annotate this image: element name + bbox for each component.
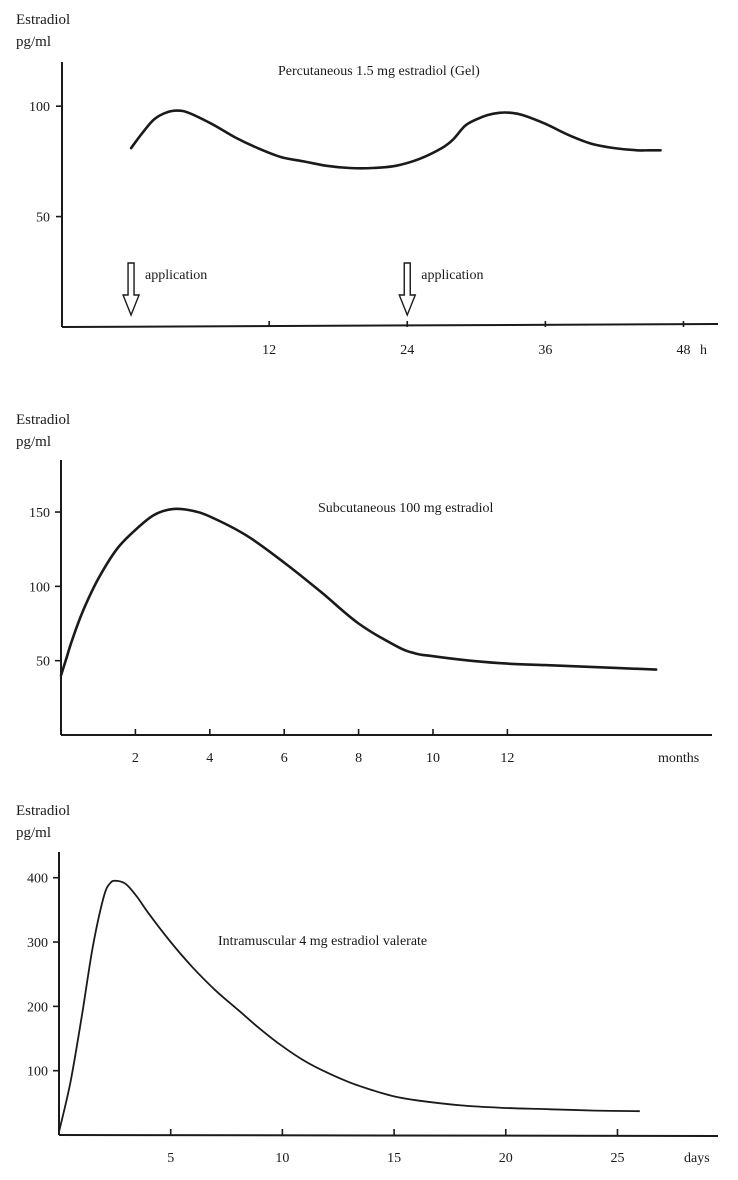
x-tick-label: 36 — [538, 343, 552, 358]
x-tick-label: 5 — [167, 1151, 174, 1166]
annotation-group: application application — [122, 262, 483, 317]
x-tick-label: 12 — [262, 343, 276, 358]
series-line — [58, 879, 640, 1133]
chart-subcutaneous: Estradiol pg/ml Subcutaneous 100 mg estr… — [16, 412, 712, 766]
y-axis-label-line2: pg/ml — [16, 825, 51, 841]
y-axis-label-line1: Estradiol — [16, 412, 70, 428]
x-tick-label: 15 — [387, 1151, 401, 1166]
tick-group: 50 100 12 24 36 48 — [29, 100, 690, 358]
y-tick-label: 50 — [36, 211, 50, 226]
x-tick-label: 2 — [132, 751, 139, 766]
x-tick-label: 48 — [676, 343, 690, 358]
y-axis-label-line1: Estradiol — [16, 803, 70, 819]
x-axis-unit: months — [658, 751, 699, 766]
y-axis-label-line1: Estradiol — [16, 12, 70, 28]
x-tick-label: 10 — [275, 1151, 289, 1166]
chart-percutaneous-gel: Estradiol pg/ml Percutaneous 1.5 mg estr… — [16, 12, 719, 358]
x-axis — [58, 1134, 719, 1137]
application-label: application — [145, 268, 207, 283]
y-tick-label: 100 — [29, 580, 50, 595]
x-tick-label: 12 — [500, 751, 514, 766]
x-tick-label: 24 — [400, 343, 414, 358]
application-arrow-icon — [398, 262, 417, 317]
x-tick-label: 6 — [281, 751, 288, 766]
y-tick-label: 150 — [29, 506, 50, 521]
y-tick-label: 300 — [27, 936, 48, 951]
tick-group: 50 100 150 2 4 6 8 10 12 — [29, 506, 514, 766]
x-axis-unit: days — [684, 1151, 710, 1166]
y-tick-label: 100 — [29, 100, 50, 115]
y-tick-label: 50 — [36, 655, 50, 670]
chart-intramuscular: Estradiol pg/ml Intramuscular 4 mg estra… — [16, 803, 719, 1166]
tick-group: 100 200 300 400 5 10 15 20 25 — [27, 872, 624, 1166]
y-axis-label-line2: pg/ml — [16, 434, 51, 450]
y-tick-label: 400 — [27, 872, 48, 887]
x-tick-label: 4 — [206, 751, 213, 766]
x-tick-label: 8 — [355, 751, 362, 766]
y-tick-label: 200 — [27, 1000, 48, 1015]
chart-title: Intramuscular 4 mg estradiol valerate — [218, 934, 427, 949]
x-tick-label: 25 — [610, 1151, 624, 1166]
chart-title: Percutaneous 1.5 mg estradiol (Gel) — [278, 64, 480, 79]
series-line — [129, 109, 662, 170]
application-label: application — [421, 268, 483, 283]
application-arrow-icon — [122, 262, 141, 317]
chart-title: Subcutaneous 100 mg estradiol — [318, 501, 493, 516]
x-axis-unit: h — [700, 343, 707, 358]
x-tick-label: 10 — [426, 751, 440, 766]
x-axis — [61, 323, 719, 328]
y-axis-label-line2: pg/ml — [16, 34, 51, 50]
series-line — [59, 507, 658, 677]
y-tick-label: 100 — [27, 1065, 48, 1080]
x-tick-label: 20 — [499, 1151, 513, 1166]
